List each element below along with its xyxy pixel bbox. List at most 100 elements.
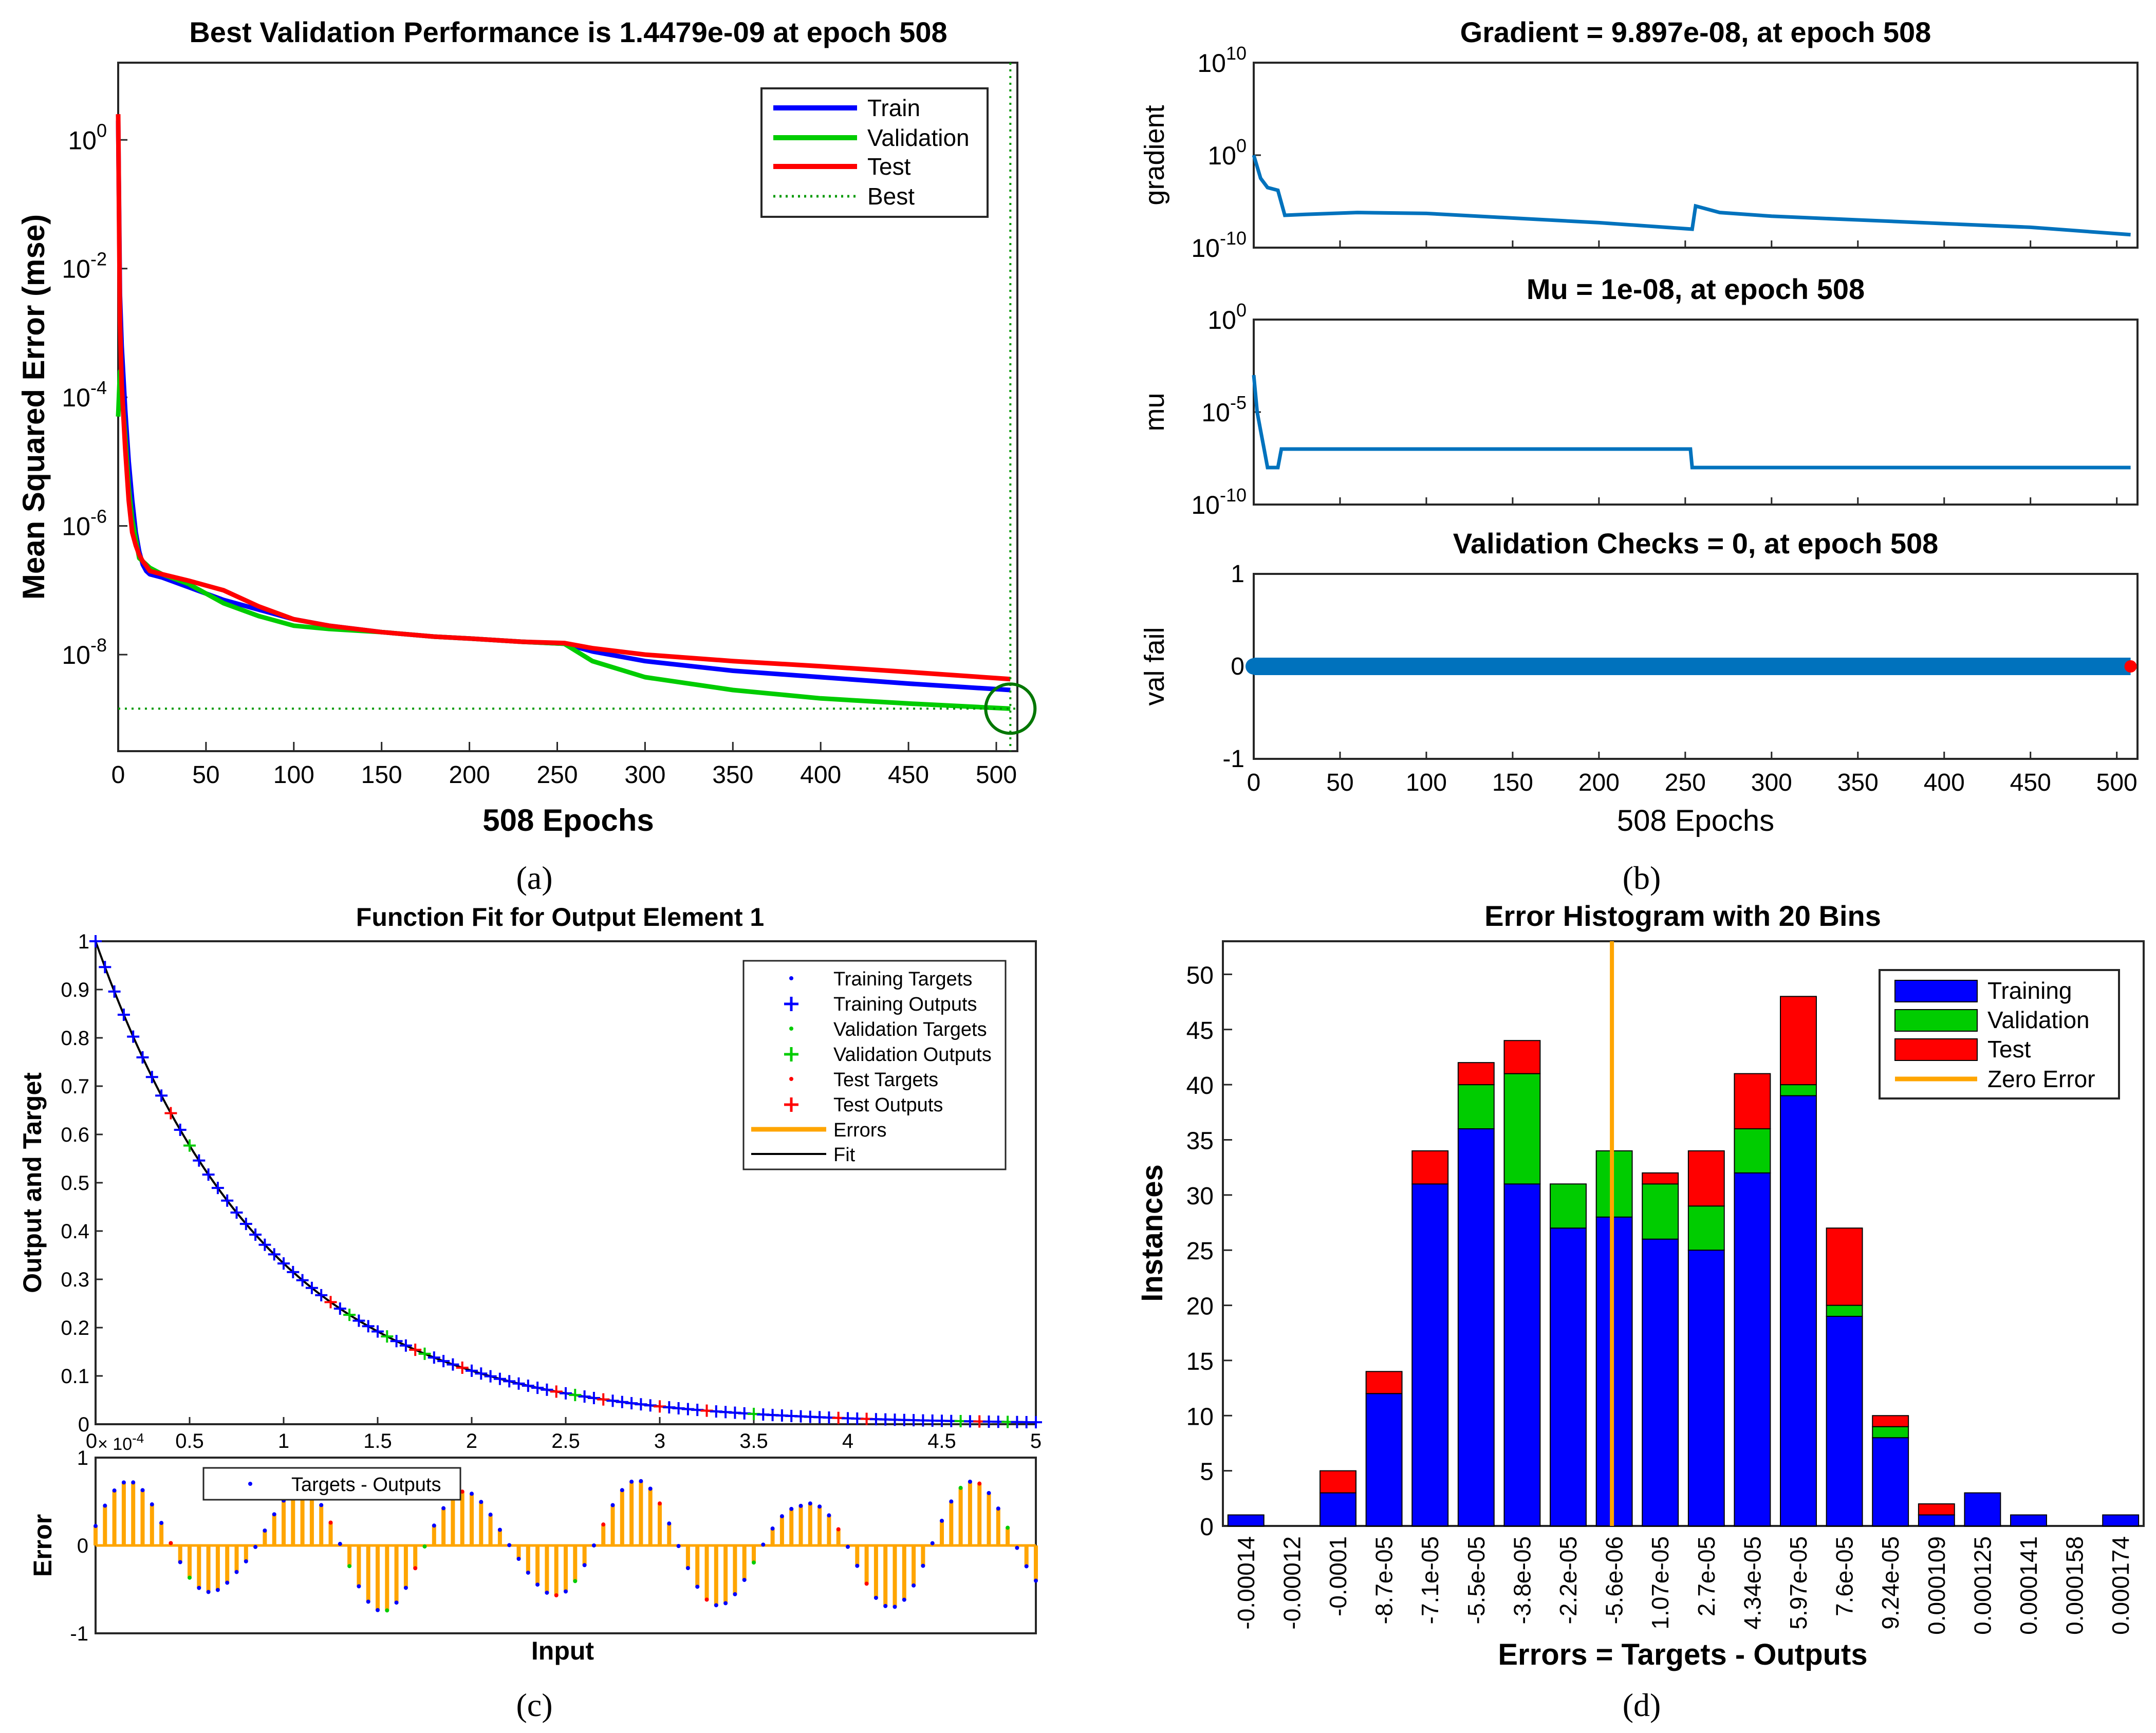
target-marker [865,1417,868,1421]
x-tick-label: -0.00012 [1278,1536,1305,1630]
bar-validation [1687,1205,1725,1251]
y-tick-label: 5 [1200,1459,1214,1486]
target-marker [226,1199,229,1202]
target-marker [357,1319,361,1322]
target-marker [931,1419,934,1422]
panel-a-ylabel: Mean Squared Error (mse) [16,214,51,600]
panel-d-legend: Training Validation Test Zero Error [1879,969,2120,1100]
error-point [658,1501,662,1506]
error-point [808,1501,812,1506]
error-point [272,1512,276,1517]
error-point [140,1488,145,1493]
series-mu [1252,375,2131,470]
error-point [347,1564,352,1569]
target-marker [160,1094,163,1097]
error-point [1015,1545,1019,1550]
error-point [846,1544,850,1549]
target-marker [460,1366,464,1369]
x-tick-label: 400 [800,761,841,789]
target-marker [310,1286,313,1290]
x-tick-label: 1 [278,1430,289,1452]
error-point [244,1559,248,1563]
x-tick-label: 0.000141 [2015,1536,2042,1635]
panel-b-ticks: 0 50 100 150 200 250 300 350 400 450 50010-1010010… [1191,43,2137,796]
legend-c-training-outputs: Training Outputs [833,994,977,1015]
y-tick-label: 10-2 [62,249,107,284]
val-fail-end-marker [2124,660,2137,673]
error-point [893,1605,897,1609]
error-point [432,1523,436,1528]
error-point [403,1586,408,1590]
panel-b2-ylabel: mu [1139,393,1170,431]
error-point [441,1506,446,1511]
bar-validation [1780,1084,1817,1096]
target-marker [254,1233,257,1236]
panel-c-ticks: 0.5 1 1.5 2 2.5 3 3.5 4 4.5 5000.10.20.30.40.50.6… [61,930,1042,1645]
bar-test [1687,1150,1725,1207]
x-tick-label: -0.00014 [1233,1536,1259,1630]
error-point [930,1541,935,1545]
x-tick-label: 0.000158 [2061,1536,2088,1635]
target-marker [385,1335,389,1338]
error-point [742,1578,747,1582]
error-point [394,1600,399,1605]
target-marker [630,1402,634,1405]
error-point [366,1599,370,1604]
error-point [639,1479,643,1483]
bar-training [1411,1183,1449,1527]
y-tick-label: 100 [1207,300,1247,334]
x-tick-label: -0.0001 [1325,1536,1351,1616]
legend-c-training-targets: Training Targets [833,968,972,990]
x-tick-label: 250 [536,761,578,789]
panel-c-ylabel-error: Error [28,1514,57,1577]
error-point [864,1581,869,1586]
legend-d-zero-error: Zero Error [1987,1066,2095,1092]
error-point [873,1595,878,1600]
target-marker [263,1243,267,1246]
error-point [921,1563,925,1568]
error-point [263,1529,267,1533]
error-point [460,1489,464,1494]
y-tick-label: 40 [1186,1072,1214,1100]
error-point [648,1486,653,1491]
panel-a-legend: Train Validation Test Best [760,87,989,218]
error-point [601,1522,606,1527]
x-tick-label: 1.07e-05 [1647,1536,1674,1630]
panel-c-function-fit: Function Fit for Output Element 1 0.5 1 1.… [18,903,1042,1723]
x-tick-label: 0 [111,761,125,789]
target-marker [827,1416,831,1420]
error-point [554,1593,559,1598]
y-tick-label: -1 [1222,746,1244,773]
target-marker [113,990,116,993]
error-point [912,1583,916,1588]
bar-training [1734,1172,1771,1527]
panel-d-ylabel: Instances [1136,1164,1169,1302]
legend-a-validation: Validation [867,124,970,151]
error-point [150,1502,154,1507]
error-point [987,1490,991,1495]
target-marker [272,1253,276,1256]
target-marker [846,1417,849,1420]
target-marker [404,1344,407,1347]
error-point [855,1563,860,1568]
target-marker [950,1419,953,1423]
target-marker [573,1393,577,1397]
error-point [789,1506,794,1511]
bar-test [1918,1503,1955,1516]
panel-c-ylabel-top: Output and Target [18,1072,47,1293]
legend-c-validation-outputs: Validation Outputs [833,1044,992,1066]
target-marker [432,1356,436,1359]
target-marker [799,1414,803,1418]
y-tick-label: 0.3 [61,1269,89,1291]
y-tick-label: 35 [1186,1127,1214,1154]
x-tick-label: 0 [86,1430,97,1452]
target-marker [348,1313,351,1317]
y-tick-label: 30 [1186,1183,1214,1210]
error-point [338,1541,342,1546]
x-tick-label: 2 [466,1430,477,1452]
target-marker [489,1374,492,1378]
target-marker [602,1397,605,1401]
target-marker [1025,1420,1028,1424]
target-marker [545,1388,549,1391]
target-marker [902,1418,906,1422]
